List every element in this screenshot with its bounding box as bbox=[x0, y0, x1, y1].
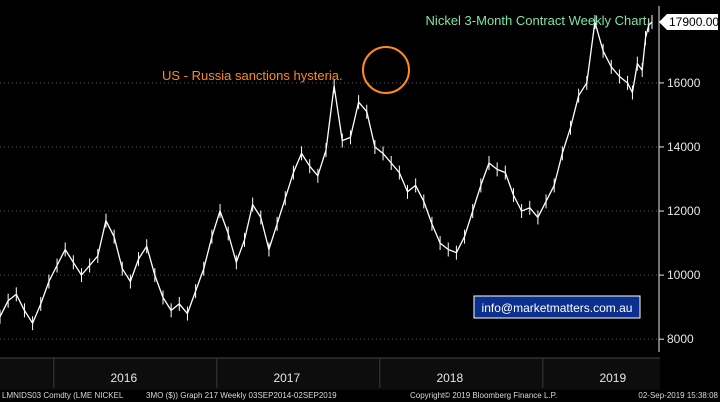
y-tick-label-4: 16000 bbox=[667, 76, 701, 90]
y-tick-label-0: 8000 bbox=[667, 332, 694, 346]
price-series bbox=[0, 15, 653, 331]
x-tick-label-1: 2017 bbox=[273, 371, 300, 385]
footer-date: 02-Sep-2019 15:38:08 bbox=[638, 391, 718, 400]
x-tick-label-3: 2019 bbox=[599, 371, 626, 385]
y-tick-label-1: 10000 bbox=[667, 268, 701, 282]
y-tick-label-3: 14000 bbox=[667, 140, 701, 154]
footer-graph-info: 3MO ($)) Graph 217 Weekly 03SEP2014-02SE… bbox=[146, 391, 337, 400]
x-axis-ticks: 2016 2017 2018 2019 bbox=[53, 358, 626, 388]
contact-email[interactable]: info@marketmatters.com.au bbox=[482, 301, 633, 315]
last-value-label: 17900.00 bbox=[669, 15, 719, 29]
footer-copyright: Copyright© 2019 Bloomberg Finance L.P. bbox=[410, 391, 557, 400]
sanctions-annotation: US - Russia sanctions hysteria. bbox=[162, 68, 343, 83]
x-tick-label-0: 2016 bbox=[110, 371, 137, 385]
footer-security: LMNIDS03 Comdty (LME NICKEL bbox=[2, 391, 124, 400]
x-tick-label-2: 2018 bbox=[436, 371, 463, 385]
chart-title: Nickel 3-Month Contract Weekly Chart. bbox=[426, 13, 650, 28]
last-value-marker bbox=[659, 14, 718, 31]
y-axis-ticks: 8000 10000 12000 14000 16000 bbox=[659, 76, 701, 346]
y-tick-label-2: 12000 bbox=[667, 204, 701, 218]
contact-box bbox=[473, 295, 641, 319]
price-line bbox=[0, 21, 653, 324]
x-axis-band bbox=[0, 358, 660, 390]
annotation-circle bbox=[362, 46, 410, 94]
